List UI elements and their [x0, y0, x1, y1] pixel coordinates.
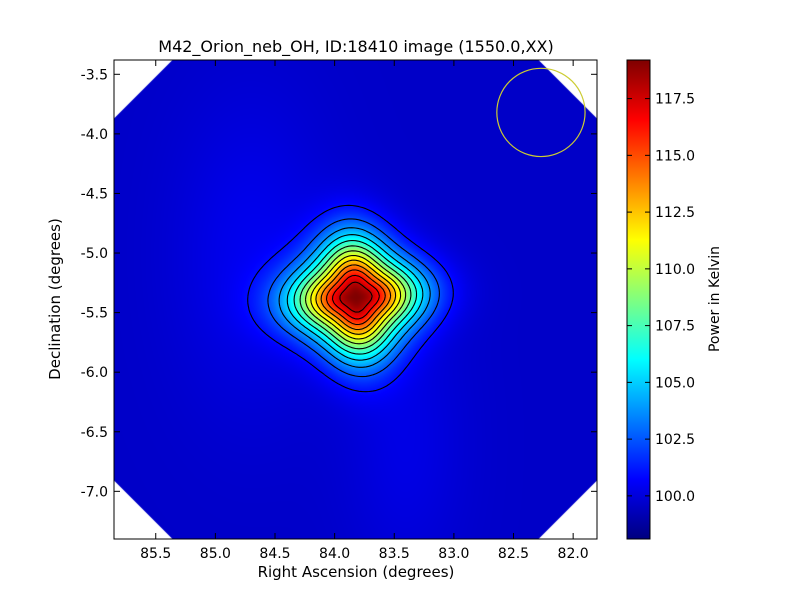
y-tick-label: -5.0: [81, 246, 108, 262]
colorbar-tick-label: 110.0: [655, 262, 695, 278]
contour-line: [299, 245, 412, 350]
y-tick-label: -6.5: [81, 425, 108, 441]
plot-frame: [113, 59, 598, 540]
x-axis-label: Right Ascension (degrees): [258, 563, 455, 581]
colorbar-tick-label: 112.5: [655, 205, 695, 221]
chart-title: M42_Orion_neb_OH, ID:18410 image (1550.0…: [158, 37, 553, 57]
contour-line: [278, 227, 431, 368]
y-axis-label: Declination (degrees): [46, 218, 64, 380]
colorbar: 100.0 102.5 105.0 107.5 110.0 112.5 115.0 117.5…: [626, 59, 723, 540]
x-tick-label: 84.0: [319, 546, 350, 562]
contour-line: [293, 239, 418, 355]
contour-line: [286, 234, 424, 361]
y-tick-label: -6.0: [81, 365, 108, 381]
colorbar-tick-label: 100.0: [655, 489, 695, 505]
contour-line: [247, 204, 454, 393]
y-tick-label: -4.0: [81, 127, 108, 143]
x-tick-label: 85.0: [200, 546, 231, 562]
colorbar-tick-label: 107.5: [655, 319, 695, 335]
x-tick-label: 83.5: [379, 546, 410, 562]
y-tick-label: -3.5: [81, 67, 108, 83]
colorbar-tick-label: 115.0: [655, 148, 695, 164]
colorbar-tick-label: 105.0: [655, 375, 695, 391]
x-axis: 85.5 85.0 84.5 84.0 83.5 83.0 82.5 82.0: [140, 60, 589, 562]
y-tick-label: -4.5: [81, 186, 108, 202]
contour-line: [320, 264, 392, 331]
heatmap-image: [114, 60, 597, 539]
x-tick-label: 83.0: [438, 546, 469, 562]
contour-line: [304, 250, 407, 345]
contour-line: [325, 269, 386, 326]
y-tick-label: -7.0: [81, 484, 108, 500]
contour-line: [310, 254, 402, 340]
contour-lines: [247, 204, 454, 393]
contour-line: [315, 259, 397, 335]
y-tick-label: -5.5: [81, 306, 108, 322]
contour-line: [339, 281, 373, 313]
colorbar-axis: 100.0 102.5 105.0 107.5 110.0 112.5 115.0 117.5: [627, 92, 695, 505]
y-axis: -3.5 -4.0 -4.5 -5.0 -5.5 -6.0 -6.5 -7.0: [81, 67, 597, 500]
x-tick-label: 85.5: [140, 546, 171, 562]
colorbar-tick-label: 102.5: [655, 432, 695, 448]
colorbar-tick-label: 117.5: [655, 92, 695, 108]
colorbar-label: Power in Kelvin: [707, 246, 723, 352]
contour-line: [331, 274, 380, 320]
heatmap-plot: 85.5 85.0 84.5 84.0 83.5 83.0 82.5 82.0 -3.5 -4.…: [81, 59, 598, 562]
x-tick-label: 82.0: [558, 546, 589, 562]
beam-circle: [496, 67, 586, 158]
contour-line: [267, 218, 440, 378]
x-tick-label: 84.5: [259, 546, 290, 562]
x-tick-label: 82.5: [498, 546, 529, 562]
colorbar-gradient: [626, 59, 651, 540]
